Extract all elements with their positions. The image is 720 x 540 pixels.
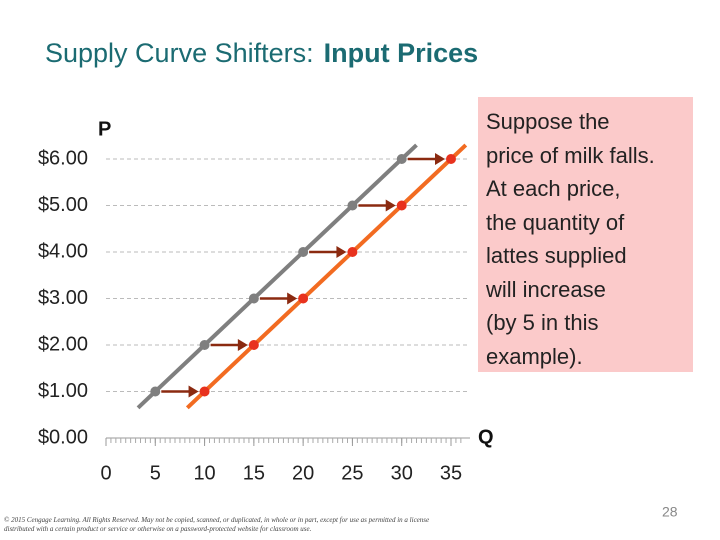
callout-line: Suppose the bbox=[486, 109, 610, 134]
supply-line bbox=[203, 157, 453, 393]
x-tick-label: 10 bbox=[193, 462, 215, 484]
x-tick-label: 0 bbox=[100, 462, 111, 484]
callout-line: example). bbox=[486, 343, 583, 369]
point bbox=[150, 386, 161, 397]
slide-title: Supply Curve Shifters: Input Prices bbox=[45, 38, 478, 68]
y-tick-label: $4.00 bbox=[38, 240, 88, 262]
point bbox=[298, 247, 309, 257]
x-axis-label: Q bbox=[478, 426, 494, 448]
y-tick-label: $5.00 bbox=[38, 194, 88, 216]
title-emphasis: Input Prices bbox=[324, 38, 479, 68]
point bbox=[446, 154, 456, 164]
point bbox=[248, 340, 259, 350]
callout-line: At each price, bbox=[486, 176, 621, 201]
arrow-head bbox=[385, 199, 396, 212]
y-tick-label: $1.00 bbox=[38, 380, 88, 402]
callout: Suppose the price of milk falls. At each p… bbox=[478, 97, 693, 372]
point bbox=[298, 293, 309, 304]
y-tick-label: $6.00 bbox=[38, 147, 88, 169]
point bbox=[396, 200, 407, 211]
point bbox=[199, 340, 210, 350]
footer: © 2015 Cengage Learning. All Rights Rese… bbox=[4, 516, 430, 533]
arrow-head bbox=[237, 339, 248, 351]
callout-line: will increase bbox=[486, 276, 606, 302]
x-tick-label: 5 bbox=[150, 462, 161, 484]
title-text: Supply Curve Shifters: bbox=[45, 38, 314, 68]
callout-line: lattes supplied bbox=[486, 243, 627, 268]
y-axis-label: P bbox=[98, 118, 111, 140]
arrow-head bbox=[435, 153, 445, 165]
x-tick-label: 35 bbox=[440, 462, 462, 484]
x-tick-label: 25 bbox=[341, 462, 363, 484]
point bbox=[199, 386, 210, 397]
callout-line: the quantity of bbox=[486, 209, 625, 235]
point bbox=[347, 200, 358, 211]
point bbox=[248, 293, 259, 304]
x-tick-label: 30 bbox=[391, 462, 413, 484]
y-tick-label: $0.00 bbox=[38, 426, 88, 448]
supply-line bbox=[153, 157, 404, 393]
callout-line: (by 5 in this bbox=[486, 310, 599, 335]
point bbox=[347, 247, 358, 257]
point bbox=[396, 154, 407, 164]
arrow-head bbox=[336, 246, 347, 258]
x-tick-label: 20 bbox=[292, 462, 314, 484]
y-tick-label: $2.00 bbox=[38, 333, 88, 355]
arrow-head bbox=[188, 385, 199, 398]
callout-line: price of milk falls. bbox=[486, 142, 655, 168]
arrow-head bbox=[287, 292, 298, 305]
y-tick-label: $3.00 bbox=[38, 287, 88, 309]
page-number: 28 bbox=[662, 504, 678, 520]
x-tick-label: 15 bbox=[243, 462, 265, 484]
